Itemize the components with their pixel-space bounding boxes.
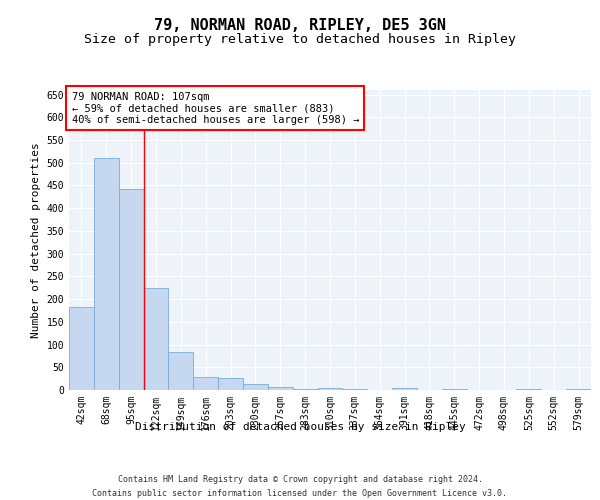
Bar (143, 288, 169, 390)
Text: Distribution of detached houses by size in Ripley: Distribution of detached houses by size … (134, 422, 466, 432)
Text: Contains HM Land Registry data © Crown copyright and database right 2024.
Contai: Contains HM Land Registry data © Crown c… (92, 476, 508, 498)
Text: 79, NORMAN ROAD, RIPLEY, DE5 3GN: 79, NORMAN ROAD, RIPLEY, DE5 3GN (154, 18, 446, 32)
Bar (343, 388, 367, 390)
Text: Size of property relative to detached houses in Ripley: Size of property relative to detached ho… (84, 32, 516, 46)
Bar (268, 387, 293, 390)
Bar (69, 307, 94, 390)
Y-axis label: Number of detached properties: Number of detached properties (31, 142, 41, 338)
Bar (317, 388, 343, 390)
Bar (566, 389, 591, 390)
Bar (517, 389, 541, 390)
Bar (119, 189, 143, 390)
Bar (193, 378, 218, 390)
Bar (442, 389, 467, 390)
Bar (94, 158, 119, 390)
Bar (218, 378, 243, 390)
Bar (169, 352, 193, 390)
Text: 79 NORMAN ROAD: 107sqm
← 59% of detached houses are smaller (883)
40% of semi-de: 79 NORMAN ROAD: 107sqm ← 59% of detached… (71, 92, 359, 124)
Bar (293, 388, 317, 390)
Bar (243, 384, 268, 390)
Bar (392, 388, 417, 390)
